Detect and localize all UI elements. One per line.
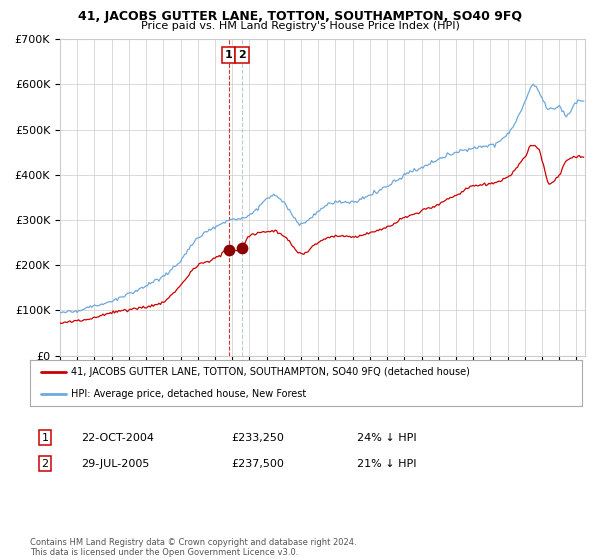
Text: 1: 1 (41, 433, 49, 443)
Text: 2: 2 (41, 459, 49, 469)
Text: 1: 1 (225, 50, 233, 60)
Text: HPI: Average price, detached house, New Forest: HPI: Average price, detached house, New … (71, 389, 307, 399)
Text: Price paid vs. HM Land Registry's House Price Index (HPI): Price paid vs. HM Land Registry's House … (140, 21, 460, 31)
Text: £237,500: £237,500 (231, 459, 284, 469)
Text: 29-JUL-2005: 29-JUL-2005 (81, 459, 149, 469)
Text: 22-OCT-2004: 22-OCT-2004 (81, 433, 154, 443)
Text: 2: 2 (238, 50, 246, 60)
Text: £233,250: £233,250 (231, 433, 284, 443)
Point (237, 244, 247, 253)
Text: 41, JACOBS GUTTER LANE, TOTTON, SOUTHAMPTON, SO40 9FQ (detached house): 41, JACOBS GUTTER LANE, TOTTON, SOUTHAMP… (71, 367, 470, 377)
Text: 21% ↓ HPI: 21% ↓ HPI (357, 459, 416, 469)
Point (224, 246, 233, 255)
Text: Contains HM Land Registry data © Crown copyright and database right 2024.
This d: Contains HM Land Registry data © Crown c… (30, 538, 356, 557)
Text: 41, JACOBS GUTTER LANE, TOTTON, SOUTHAMPTON, SO40 9FQ: 41, JACOBS GUTTER LANE, TOTTON, SOUTHAMP… (78, 10, 522, 23)
Text: 24% ↓ HPI: 24% ↓ HPI (357, 433, 416, 443)
